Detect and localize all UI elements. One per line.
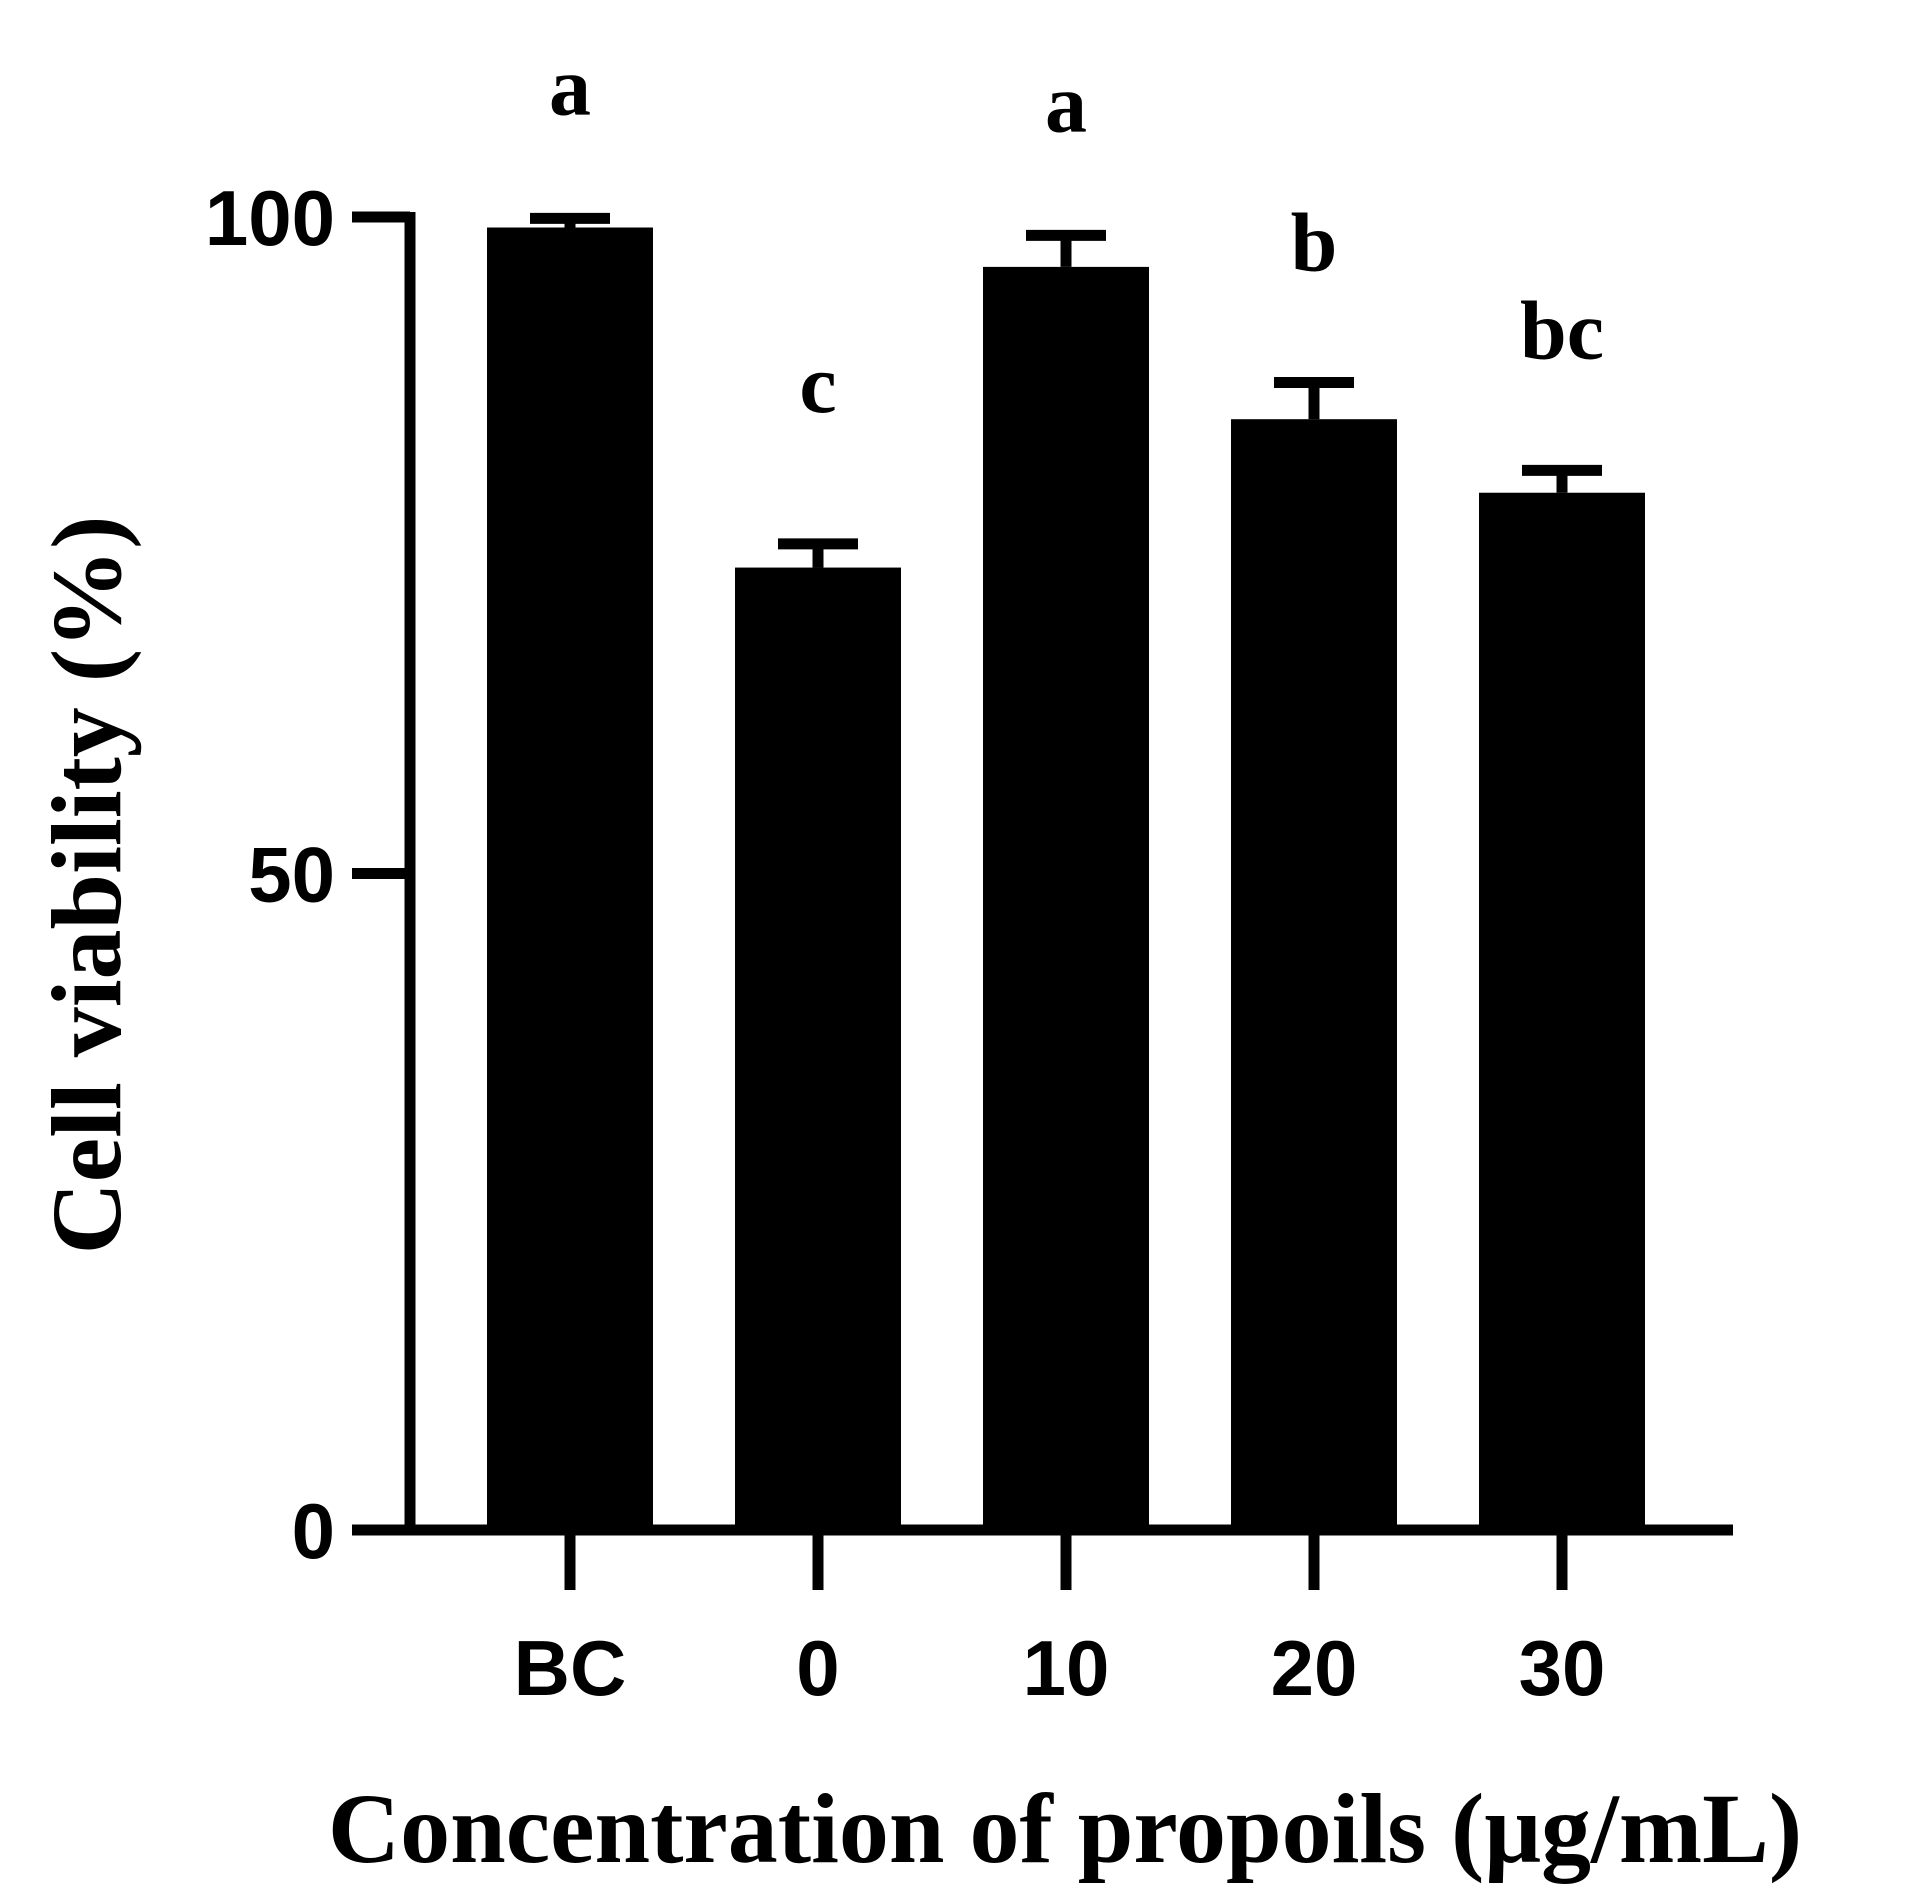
x-tick-label: BC	[514, 1624, 627, 1712]
bar	[735, 567, 901, 1530]
x-tick-label: 30	[1519, 1624, 1606, 1712]
x-tick-label: 20	[1271, 1624, 1358, 1712]
bar	[1231, 419, 1397, 1530]
y-axis-title: Cell viability (%)	[31, 516, 142, 1255]
x-tick-label: 0	[796, 1624, 839, 1712]
bars-layer	[487, 227, 1645, 1531]
y-ticks-layer: 0 50 100	[205, 174, 410, 1575]
error-bars-layer	[530, 212, 1602, 568]
significance-label: bc	[1520, 284, 1604, 377]
x-ticks-layer: BC 0 10 20 30	[514, 1530, 1606, 1712]
x-axis-title: Concentration of propoils (μg/mL)	[328, 1773, 1802, 1884]
bar	[487, 227, 653, 1530]
y-tick-label: 50	[248, 831, 335, 919]
significance-label: a	[549, 40, 591, 133]
significance-label: c	[799, 338, 836, 431]
significance-labels-layer: a c a b bc	[549, 40, 1604, 431]
bar	[983, 266, 1149, 1530]
y-tick-label: 0	[292, 1487, 335, 1575]
y-tick-label: 100	[205, 174, 335, 262]
significance-label: b	[1291, 196, 1338, 289]
x-tick-label: 10	[1023, 1624, 1110, 1712]
bar	[1479, 492, 1645, 1531]
significance-label: a	[1045, 57, 1087, 150]
